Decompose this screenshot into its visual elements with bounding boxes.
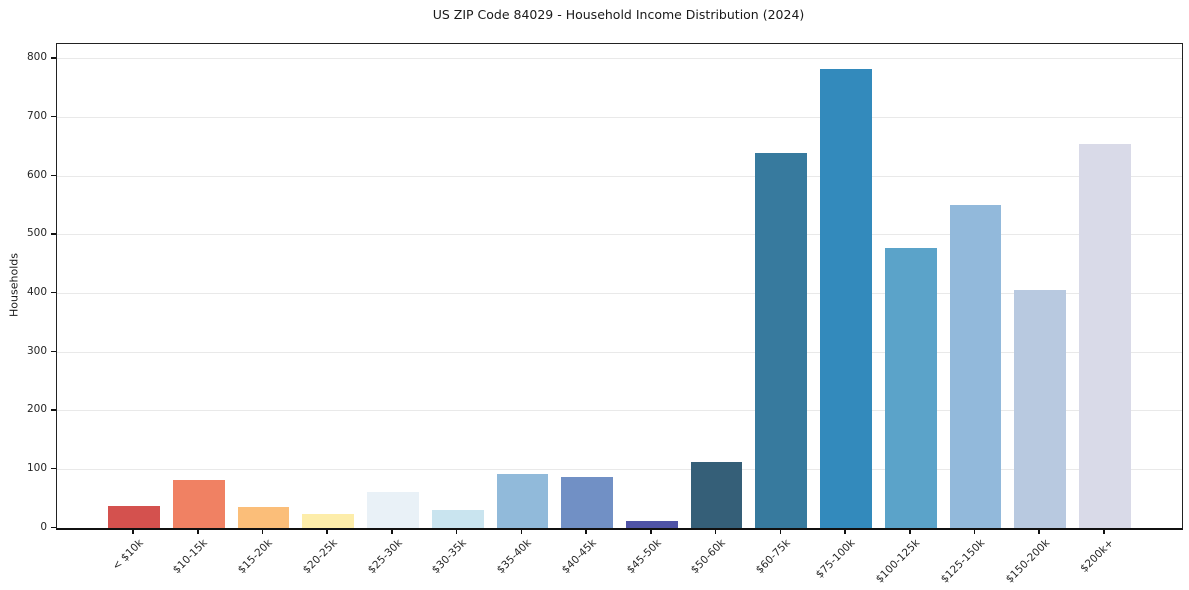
x-tick — [1103, 529, 1105, 534]
x-tick — [455, 529, 458, 534]
x-tick-label: $45-50k — [624, 537, 664, 577]
y-tick-label: 300 — [26, 344, 47, 357]
x-tick-label: $150-200k — [1003, 537, 1052, 586]
x-tick — [973, 529, 976, 534]
x-tick — [391, 529, 393, 534]
bar-$50-60k — [690, 461, 743, 528]
x-tick-label: $35-40k — [494, 537, 534, 577]
bar-$25-30k — [367, 492, 419, 528]
bar-$40-45k — [561, 476, 614, 528]
plot-area — [56, 43, 1183, 530]
y-tick — [51, 291, 56, 294]
gridline-y-500 — [57, 234, 1182, 236]
bar-$10-15k — [172, 480, 225, 528]
y-tick — [51, 115, 56, 118]
x-tick — [520, 529, 523, 534]
gridline-y-100 — [57, 468, 1182, 470]
y-tick-label: 100 — [26, 461, 47, 474]
x-tick-label: $20-25k — [300, 537, 340, 577]
chart-title: US ZIP Code 84029 - Household Income Dis… — [432, 7, 805, 22]
y-tick — [51, 174, 56, 176]
x-tick-label: $30-35k — [430, 537, 470, 577]
x-tick — [844, 529, 846, 534]
x-tick-label: $100-125k — [873, 537, 923, 586]
y-tick-label: 800 — [26, 51, 47, 64]
y-tick — [51, 57, 56, 59]
gridline-y-700 — [57, 116, 1182, 118]
bar-$60-75k — [755, 152, 808, 528]
x-tick — [714, 529, 717, 534]
x-tick-label: < $10k — [109, 537, 146, 573]
gridline-y-800 — [57, 58, 1182, 60]
x-tick-label: $60-75k — [753, 537, 793, 577]
x-tick-label: $50-60k — [689, 537, 729, 577]
y-tick-label: 600 — [26, 168, 47, 181]
bar-$150-200k — [1014, 290, 1067, 528]
x-tick-label: $125-150k — [938, 537, 988, 586]
x-tick-label: $75-100k — [813, 537, 858, 581]
y-tick — [51, 467, 56, 470]
x-tick — [261, 529, 264, 534]
x-tick-label: $15-20k — [235, 537, 275, 577]
bar-$15-20k — [237, 506, 290, 528]
bar-$20-25k — [302, 513, 355, 528]
bar-$125-150k — [949, 204, 1002, 528]
gridline-y-300 — [57, 351, 1182, 353]
y-tick-label: 200 — [26, 403, 47, 416]
x-tick-label: $25-30k — [365, 537, 405, 577]
x-tick — [326, 529, 328, 534]
y-tick-label: 0 — [40, 520, 47, 533]
bar-< $10k — [108, 505, 160, 528]
gridline-y-600 — [57, 175, 1182, 177]
gridline-y-400 — [57, 292, 1182, 294]
x-tick — [585, 529, 587, 534]
x-tick — [909, 529, 911, 534]
x-tick-label: $40-45k — [559, 537, 599, 577]
gridline-y-200 — [57, 410, 1182, 412]
bar-$75-100k — [820, 68, 872, 528]
y-tick-label: 400 — [26, 285, 47, 298]
x-tick-label: $10-15k — [171, 537, 211, 577]
y-tick — [51, 350, 56, 352]
bar-$35-40k — [496, 474, 549, 528]
bar-$100-125k — [884, 247, 937, 528]
y-tick — [51, 526, 56, 528]
bar-$30-35k — [431, 509, 484, 528]
x-tick — [650, 529, 652, 534]
x-tick — [779, 529, 782, 534]
x-tick — [197, 529, 199, 534]
y-tick — [51, 409, 56, 411]
y-tick — [51, 233, 56, 235]
x-tick — [132, 529, 134, 534]
x-tick — [1038, 529, 1040, 534]
bar-$45-50k — [625, 520, 678, 528]
bar-$200k+ — [1079, 144, 1131, 528]
x-tick-label: $200k+ — [1078, 537, 1117, 575]
y-tick-label: 500 — [26, 227, 47, 240]
y-tick-label: 700 — [26, 109, 47, 122]
